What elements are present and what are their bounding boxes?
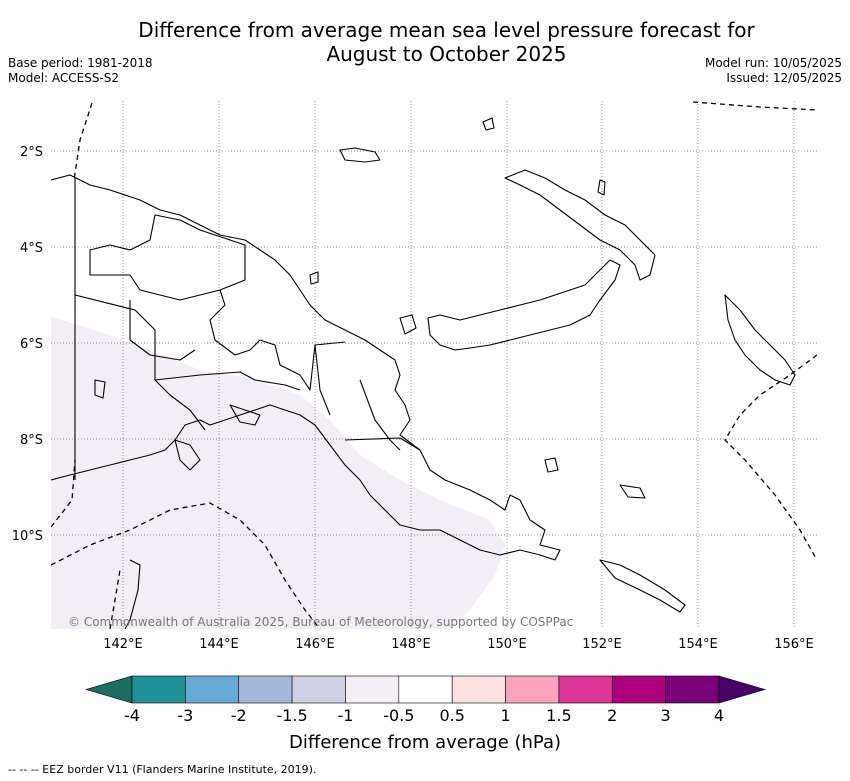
anomaly-shading [51, 317, 505, 629]
colorbar-tick: -1 [337, 706, 353, 725]
meta-left: Base period: 1981-2018 Model: ACCESS-S2 [8, 56, 153, 86]
colorbar-swatch [665, 675, 720, 704]
graticule [51, 101, 817, 629]
colorbar-swatch [345, 675, 400, 704]
lat-tick-label: 4°S [20, 241, 43, 256]
lon-tick-label: 144°E [199, 637, 239, 652]
map-figure: © Commonwealth of Australia 2025, Bureau… [12, 101, 817, 753]
colorbar-swatch [131, 675, 186, 704]
colorbar [84, 675, 767, 704]
eez-footnote: -- -- -- EEZ border V11 (Flanders Marine… [8, 763, 317, 776]
colorbar-tick: 2 [607, 706, 617, 725]
colorbar-tick: 4 [714, 706, 724, 725]
colorbar-tick: 3 [661, 706, 671, 725]
lon-tick-label: 156°E [774, 637, 814, 652]
colorbar-tick: -4 [124, 706, 140, 725]
model-run: Model run: 10/05/2025 [704, 56, 842, 70]
lat-tick-label: 10°S [12, 529, 43, 544]
colorbar-extend-high [718, 675, 767, 704]
colorbar-swatch [185, 675, 240, 704]
colorbar-swatch [611, 675, 666, 704]
colorbar-tick: 1 [500, 706, 510, 725]
colorbar-tick: -1.5 [276, 706, 307, 725]
lat-tick-label: 6°S [20, 337, 43, 352]
latitude-labels: 2°S 4°S 6°S 8°S 10°S [12, 145, 43, 544]
model-name: Model: ACCESS-S2 [8, 71, 120, 85]
colorbar-tick: -2 [231, 706, 247, 725]
meta-right: Model run: 10/05/2025 Issued: 12/05/2025 [705, 56, 842, 86]
title-line-1: Difference from average mean sea level p… [138, 18, 755, 42]
longitude-labels: 142°E 144°E 146°E 148°E 150°E 152°E 154°E 156°E [103, 637, 814, 652]
colorbar-swatch [398, 675, 453, 704]
colorbar-tick: 0.5 [439, 706, 464, 725]
colorbar-swatch [291, 675, 346, 704]
colorbar-tick: 1.5 [546, 706, 571, 725]
colorbar-swatch [505, 675, 560, 704]
title-line-2: August to October 2025 [326, 42, 567, 66]
lat-tick-label: 2°S [20, 145, 43, 160]
lon-tick-label: 154°E [678, 637, 718, 652]
issued-date: Issued: 12/05/2025 [726, 71, 842, 85]
lon-tick-label: 142°E [103, 637, 143, 652]
colorbar-tick: -3 [177, 706, 193, 725]
coastlines [51, 117, 796, 629]
colorbar-extend-low [84, 675, 133, 704]
colorbar-swatch [238, 675, 293, 704]
colorbar-tick: -0.5 [383, 706, 414, 725]
copyright-text: © Commonwealth of Australia 2025, Bureau… [68, 615, 573, 629]
lon-tick-label: 152°E [582, 637, 622, 652]
colorbar-swatch [558, 675, 613, 704]
map-title: Difference from average mean sea level p… [0, 18, 850, 66]
base-period: Base period: 1981-2018 [8, 56, 153, 70]
colorbar-swatch [451, 675, 506, 704]
lon-tick-label: 146°E [295, 637, 335, 652]
lat-tick-label: 8°S [20, 433, 43, 448]
lon-tick-label: 148°E [391, 637, 431, 652]
lon-tick-label: 150°E [487, 637, 527, 652]
colorbar-label: Difference from average (hPa) [289, 732, 561, 753]
colorbar-tick-labels: -4 -3 -2 -1.5 -1 -0.5 0.5 1 1.5 2 3 4 [124, 706, 724, 725]
